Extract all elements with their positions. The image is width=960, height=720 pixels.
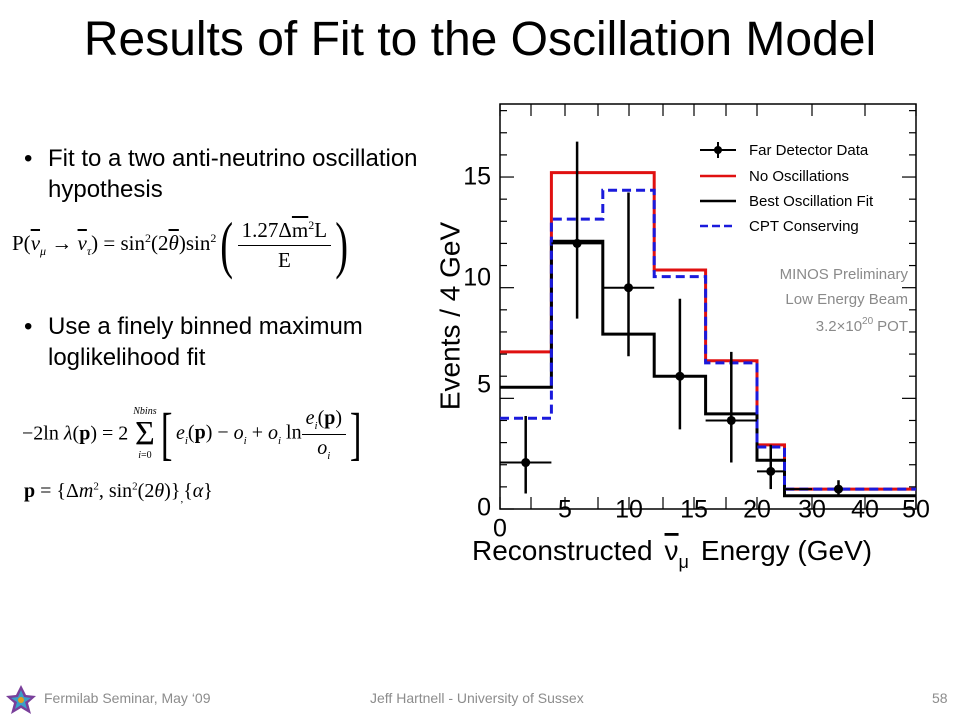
- data-point: [624, 283, 633, 293]
- footer-author: Jeff Hartnell - University of Sussex: [370, 690, 584, 706]
- data-point: [572, 238, 582, 248]
- ytick-label: 10: [463, 264, 491, 292]
- bullet-text: Use a finely binned maximum loglikelihoo…: [48, 313, 363, 371]
- ytick-label: 0: [477, 494, 491, 522]
- page-number: 58: [932, 690, 948, 706]
- footer-event: Fermilab Seminar, May ‘09: [44, 690, 211, 706]
- energy-spectrum-chart: 0 5 10 15 0 5 10 15 20 30 40 50 Events /…: [434, 103, 930, 572]
- bullet-dot: •: [24, 313, 33, 340]
- data-point: [766, 466, 776, 476]
- y-axis-ticks: [500, 110, 916, 510]
- bullet-dot: •: [24, 145, 33, 172]
- legend-label: CPT Conserving: [749, 218, 859, 235]
- legend-label: Best Oscillation Fit: [749, 193, 874, 210]
- xtick-label: 0: [493, 515, 507, 543]
- parameter-set-equation: p = {Δm2, sin2(2θ)},{α}: [24, 480, 213, 505]
- probability-equation: P(νμ → ντ) = sin2(2θ)sin2(1.27Δm2L E): [12, 209, 349, 280]
- data-point: [675, 371, 685, 381]
- annotation-line: 3.2×1020 POT: [816, 316, 908, 335]
- university-logo-icon: [6, 685, 36, 714]
- legend-label: No Oscillations: [749, 168, 849, 185]
- bullet-text: Fit to a two anti-neutrino oscillation h…: [48, 145, 418, 203]
- plot-frame: [499, 103, 917, 510]
- x-axis-ticks: [499, 104, 917, 509]
- xtick-label: 40: [851, 496, 879, 524]
- y-axis-label: Events / 4 GeV: [434, 222, 465, 411]
- ytick-label: 15: [463, 163, 491, 191]
- data-point: [726, 415, 736, 425]
- x-axis-label: Reconstructed νμ Energy (GeV): [472, 535, 872, 572]
- bullet-fit-hypothesis: • Fit to a two anti-neutrino oscillation…: [24, 143, 428, 205]
- ytick-label: 5: [477, 371, 491, 399]
- xtick-label: 20: [743, 496, 771, 524]
- xtick-label: 5: [558, 496, 572, 524]
- slide-title: Results of Fit to the Oscillation Model: [83, 13, 877, 66]
- legend-label: Far Detector Data: [749, 142, 869, 159]
- bullet-loglikelihood: • Use a finely binned maximum loglikelih…: [24, 311, 428, 373]
- xtick-label: 15: [680, 496, 708, 524]
- data-points-layer: [500, 141, 843, 496]
- data-point: [521, 458, 531, 468]
- legend-data-marker-dot: [714, 146, 722, 154]
- annotation-line: Low Energy Beam: [785, 291, 908, 308]
- data-point: [834, 484, 843, 494]
- xtick-label: 10: [615, 496, 643, 524]
- xtick-label: 50: [902, 496, 930, 524]
- plot-annotation: MINOS Preliminary Low Energy Beam 3.2×10…: [780, 266, 909, 335]
- legend: Far Detector Data No Oscillations Best O…: [700, 142, 874, 235]
- xtick-label: 30: [798, 496, 826, 524]
- annotation-line: MINOS Preliminary: [780, 266, 909, 283]
- cpt-conserving-histogram: [500, 188, 916, 491]
